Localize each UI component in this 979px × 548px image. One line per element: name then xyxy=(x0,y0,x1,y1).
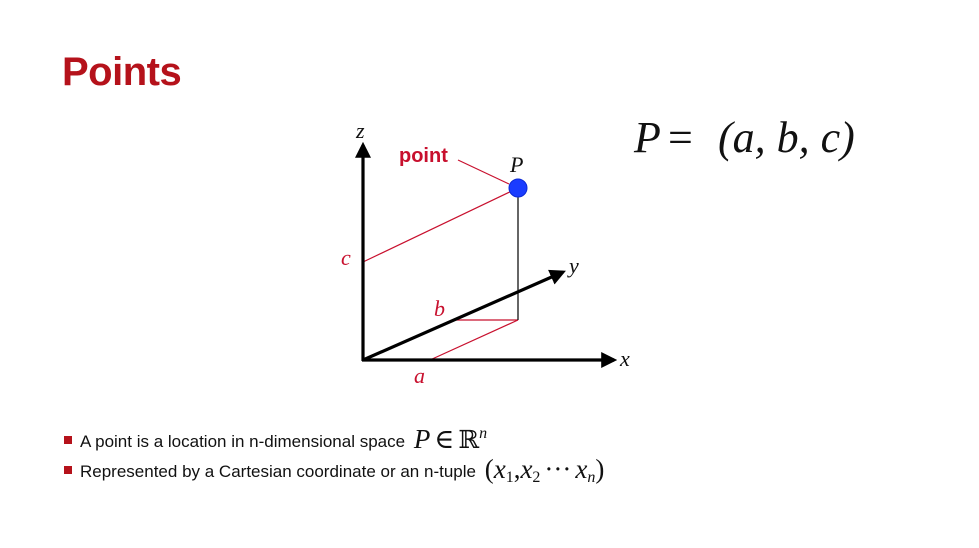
coord-a-label: a xyxy=(414,363,425,388)
math-comma: , xyxy=(513,454,521,484)
callout-line xyxy=(457,159,510,185)
math-xn: x xyxy=(575,454,588,484)
coord-b-label: b xyxy=(434,296,445,321)
bullet-list: A point is a location in n-dimensional s… xyxy=(64,424,605,486)
y-axis xyxy=(362,269,566,362)
bullet-item-2: Represented by a Cartesian coordinate or… xyxy=(64,454,605,486)
bullet-marker-icon xyxy=(64,466,72,474)
math-open-paren: ( xyxy=(484,454,494,484)
bullet-item-1: A point is a location in n-dimensional s… xyxy=(64,424,604,454)
math-element-of: ∈ xyxy=(434,424,455,454)
math-sub-2: 2 xyxy=(532,469,541,486)
y-axis-label: y xyxy=(567,253,579,278)
math-reals: ℝ xyxy=(458,425,480,454)
point-p-marker xyxy=(508,178,528,198)
callout-label: point xyxy=(399,145,448,167)
bullet-math-1: P ∈ ℝn xyxy=(414,424,487,454)
slide-title: Points xyxy=(62,50,182,94)
math-x1: x xyxy=(493,454,506,484)
z-axis-label: z xyxy=(355,118,365,143)
bullet-math-2: (x1,x2 ··· xn) xyxy=(484,454,605,486)
math-close-paren: ) xyxy=(595,454,605,484)
math-dots: ··· xyxy=(544,454,572,484)
bullet-text-1: A point is a location in n-dimensional s… xyxy=(80,432,406,451)
math-var-p: P xyxy=(413,424,431,454)
equation-equals: = xyxy=(668,113,693,162)
equation-rhs: (a, b, c) xyxy=(718,113,855,162)
projection-line-c-to-p xyxy=(362,187,519,263)
projection-line-a-to-ground xyxy=(429,319,519,361)
math-sub-1: 1 xyxy=(505,469,514,486)
equation-lhs: P xyxy=(633,113,661,162)
point-p-label: P xyxy=(509,152,523,177)
math-sub-n: n xyxy=(587,469,596,486)
bullet-text-2: Represented by a Cartesian coordinate or… xyxy=(80,462,476,481)
coord-c-label: c xyxy=(341,245,351,270)
bullet-marker-icon xyxy=(64,436,72,444)
math-sup-n: n xyxy=(479,425,488,442)
math-x2: x xyxy=(520,454,533,484)
x-axis-label: x xyxy=(619,346,630,371)
